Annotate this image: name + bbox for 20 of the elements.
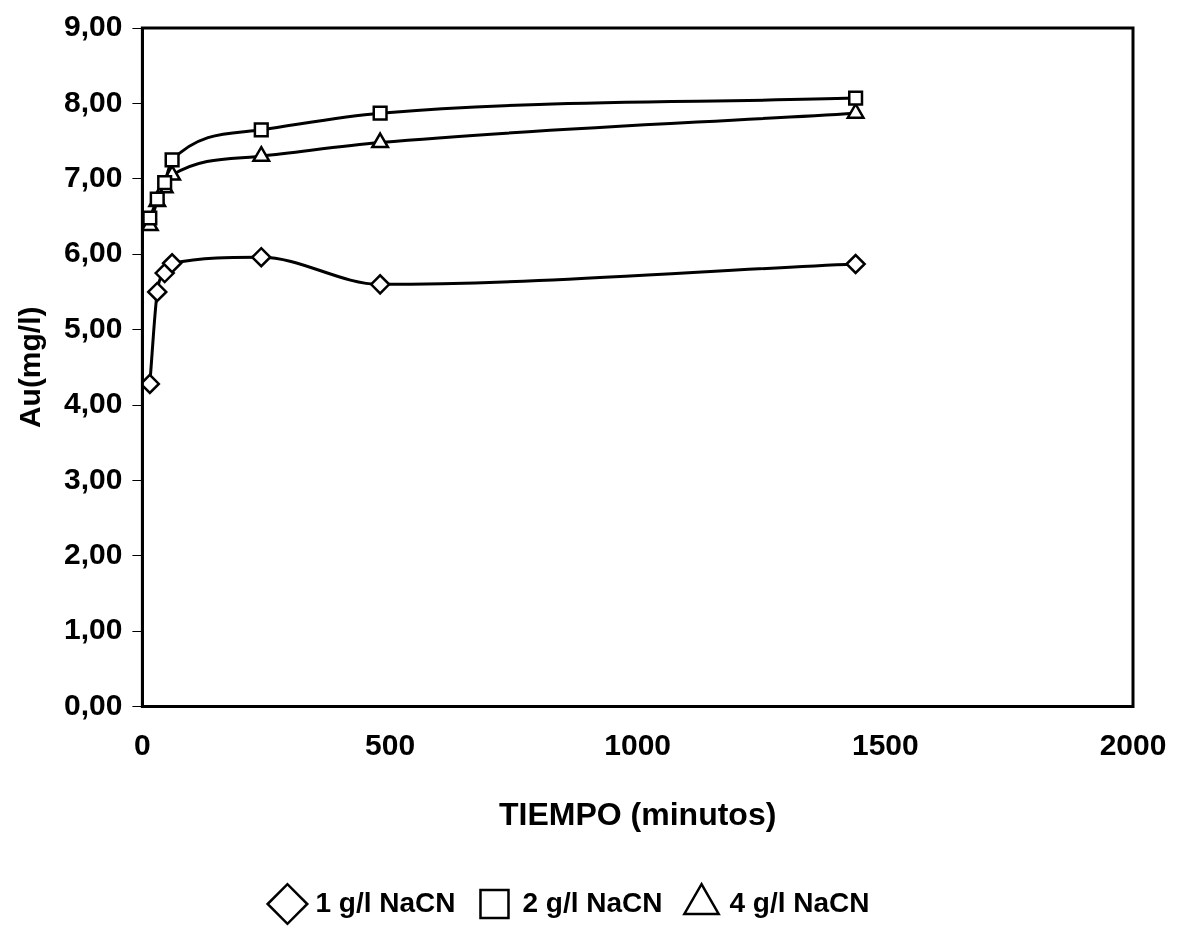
y-tick-label: 0,00	[64, 687, 123, 721]
legend-label: 2 g/l NaCN	[522, 886, 663, 918]
y-tick-label: 1,00	[64, 612, 123, 646]
legend-label: 1 g/l NaCN	[315, 886, 456, 918]
x-axis-title: TIEMPO (minutos)	[499, 795, 777, 832]
y-tick-label: 5,00	[64, 310, 123, 344]
y-tick-label: 2,00	[64, 537, 123, 571]
x-tick-label: 2000	[1099, 727, 1167, 761]
y-tick-label: 7,00	[64, 160, 123, 194]
y-tick-label: 6,00	[64, 235, 123, 269]
x-tick-label: 1500	[851, 727, 919, 761]
legend-label: 4 g/l NaCN	[729, 886, 870, 918]
x-tick-label: 1000	[604, 727, 672, 761]
y-tick-label: 3,00	[64, 461, 123, 495]
x-tick-label: 500	[365, 727, 416, 761]
y-tick-label: 8,00	[64, 84, 123, 118]
y-tick-label: 9,00	[64, 9, 123, 43]
y-tick-label: 4,00	[64, 386, 123, 420]
y-axis-title: Au(mg/l)	[13, 306, 47, 429]
x-tick-label: 0	[134, 727, 151, 761]
